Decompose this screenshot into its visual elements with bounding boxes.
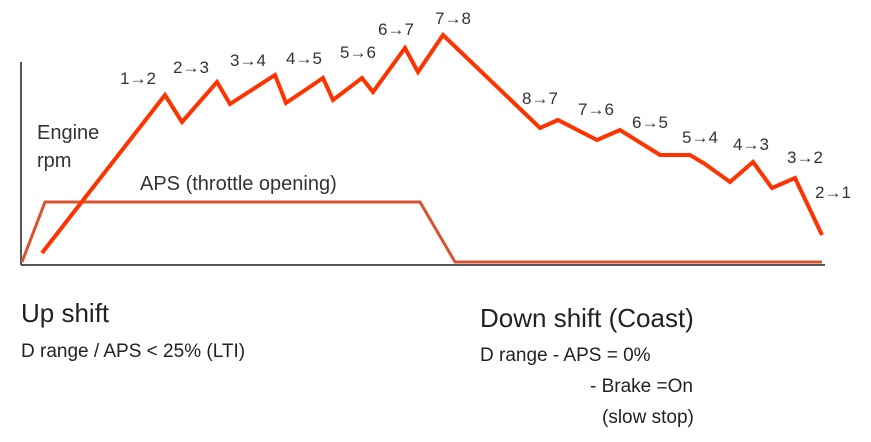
y-axis-label-line2: rpm — [37, 150, 71, 172]
downshift-label: 4→3 — [733, 135, 769, 154]
downshift-line2: - Brake =On — [590, 376, 693, 397]
downshift-label: 2→1 — [815, 183, 851, 202]
downshift-label: 3→2 — [787, 148, 823, 167]
downshift-label: 7→6 — [578, 100, 614, 119]
upshift-label: 3→4 — [230, 51, 266, 70]
upshift-label: 6→7 — [378, 20, 414, 39]
downshift-line3: (slow stop) — [602, 407, 694, 428]
downshift-label: 6→5 — [632, 113, 668, 132]
aps-throttle-line — [20, 200, 822, 264]
downshift-line1: D range - APS = 0% — [480, 345, 651, 366]
upshift-label: 5→6 — [340, 43, 376, 62]
upshift-label: 1→2 — [120, 69, 156, 88]
downshift-title: Down shift (Coast) — [480, 303, 694, 333]
upshift-label: 2→3 — [173, 58, 209, 77]
upshift-label: 7→8 — [435, 9, 471, 28]
downshift-label: 5→4 — [682, 128, 718, 147]
aps-label: APS (throttle opening) — [140, 173, 337, 195]
upshift-subtitle: D range / APS < 25% (LTI) — [21, 341, 246, 362]
y-axis-label-line1: Engine — [37, 122, 99, 144]
upshift-title: Up shift — [21, 298, 110, 328]
engine-rpm-line — [40, 31, 824, 255]
upshift-label: 4→5 — [286, 49, 322, 68]
downshift-label: 8→7 — [522, 89, 558, 108]
